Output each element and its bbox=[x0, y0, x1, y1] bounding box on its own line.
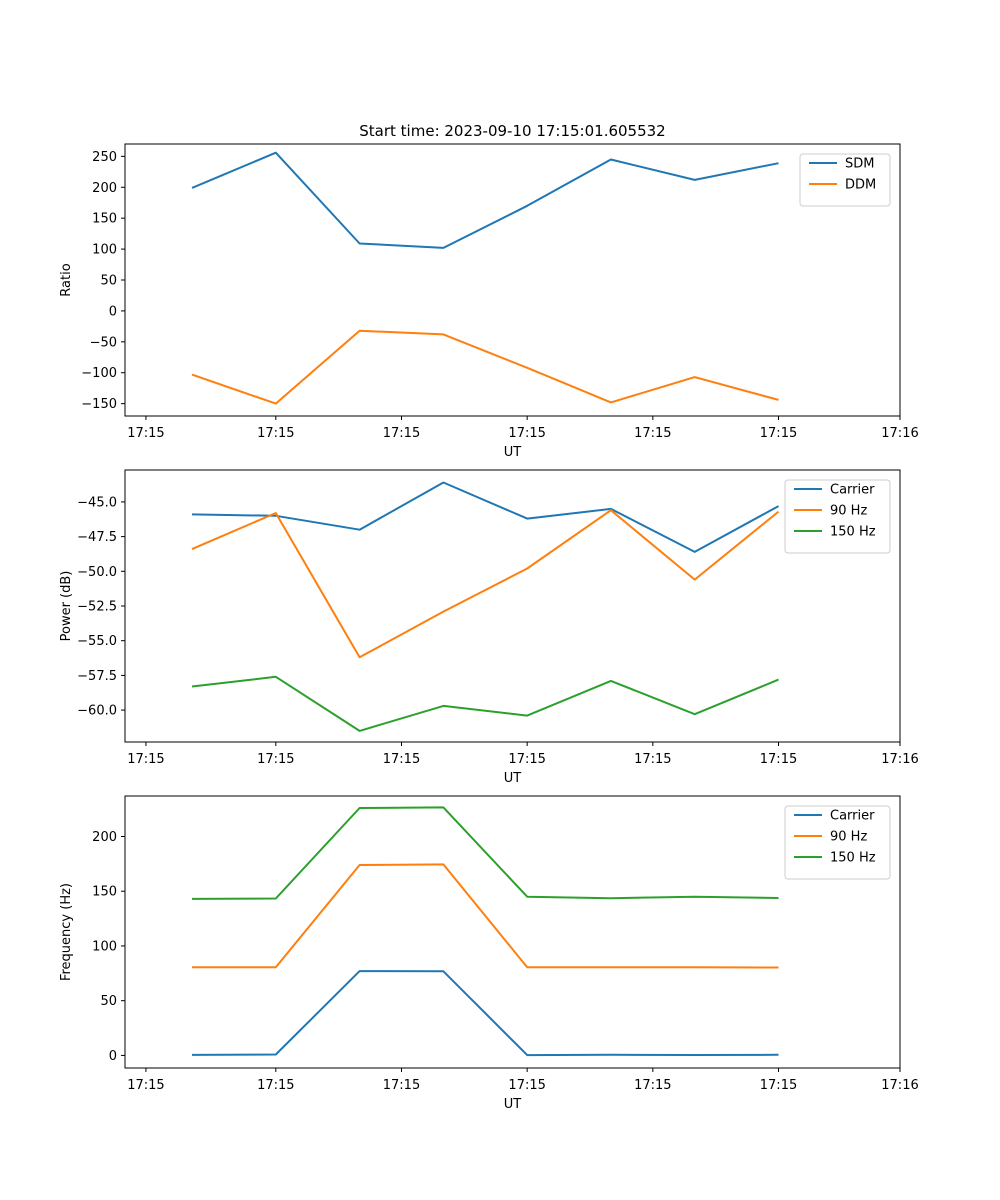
y-tick-label: −150 bbox=[81, 397, 117, 412]
x-tick-label: 17:15 bbox=[257, 1078, 294, 1093]
series-line-150-hz bbox=[191, 806, 779, 900]
y-tick-label: 50 bbox=[100, 994, 117, 1009]
axes-frame bbox=[124, 795, 901, 1069]
legend-label: SDM bbox=[845, 157, 874, 172]
x-tick-label: 17:15 bbox=[634, 1078, 671, 1093]
x-tick-label: 17:15 bbox=[760, 1078, 797, 1093]
x-tick-label: 17:15 bbox=[508, 1078, 545, 1093]
y-tick-label: 50 bbox=[100, 274, 117, 289]
x-tick-label: 17:15 bbox=[127, 752, 164, 767]
y-tick-label: −50.0 bbox=[77, 565, 117, 580]
series-line-carrier bbox=[191, 481, 779, 553]
x-tick-label: 17:15 bbox=[634, 426, 671, 441]
x-tick-label: 17:15 bbox=[634, 752, 671, 767]
y-tick-label: 250 bbox=[92, 150, 117, 165]
x-axis-label: UT bbox=[504, 445, 522, 460]
x-tick-label: 17:15 bbox=[760, 426, 797, 441]
x-tick-label: 17:16 bbox=[881, 1078, 918, 1093]
x-tick-label: 17:15 bbox=[760, 752, 797, 767]
x-tick-label: 17:16 bbox=[881, 752, 918, 767]
legend-box bbox=[784, 479, 891, 554]
y-tick-label: −47.5 bbox=[77, 530, 117, 545]
power-panel: 17:15 17:15 17:15 17:15 17:15 17:15 17:16 −60.0… bbox=[59, 469, 919, 786]
x-tick-label: 17:16 bbox=[881, 426, 918, 441]
legend-label: 90 Hz bbox=[830, 504, 867, 519]
legend-label: Carrier bbox=[830, 809, 875, 824]
y-tick-label: 150 bbox=[92, 885, 117, 900]
y-tick-label: −52.5 bbox=[77, 600, 117, 615]
legend-box bbox=[784, 805, 891, 880]
y-tick-label: −60.0 bbox=[77, 704, 117, 719]
y-axis-label: Frequency (Hz) bbox=[59, 883, 74, 981]
y-axis-label: Ratio bbox=[59, 263, 74, 296]
axes-frame bbox=[124, 143, 901, 417]
y-tick-label: 200 bbox=[92, 181, 117, 196]
y-tick-label: 200 bbox=[92, 830, 117, 845]
axes-frame bbox=[124, 469, 901, 743]
y-tick-label: −50 bbox=[90, 335, 117, 350]
y-tick-label: 0 bbox=[109, 1049, 117, 1064]
plot-area bbox=[125, 470, 900, 742]
plot-area bbox=[125, 796, 900, 1068]
x-tick-label: 17:15 bbox=[257, 426, 294, 441]
x-axis-label: UT bbox=[504, 1097, 522, 1112]
frequency-panel: 17:15 17:15 17:15 17:15 17:15 17:15 17:16 0 50 10… bbox=[59, 795, 919, 1112]
x-tick-label: 17:15 bbox=[127, 1078, 164, 1093]
series-line-90-hz bbox=[191, 863, 779, 969]
series-line-ddm bbox=[191, 329, 779, 405]
legend-label: DDM bbox=[845, 178, 876, 193]
y-tick-label: 100 bbox=[92, 939, 117, 954]
y-axis-label: Power (dB) bbox=[59, 571, 74, 642]
y-tick-label: −100 bbox=[81, 366, 117, 381]
x-axis-label: UT bbox=[504, 771, 522, 786]
x-tick-label: 17:15 bbox=[383, 426, 420, 441]
series-line-90-hz bbox=[191, 509, 780, 659]
legend-label: 90 Hz bbox=[830, 830, 867, 845]
x-tick-label: 17:15 bbox=[508, 426, 545, 441]
y-tick-label: 0 bbox=[109, 304, 117, 319]
series-line-sdm bbox=[191, 151, 779, 249]
legend-label: Carrier bbox=[830, 483, 875, 498]
series-line-150-hz bbox=[191, 675, 779, 732]
legend-label: 150 Hz bbox=[830, 525, 876, 540]
series-line-carrier bbox=[191, 970, 779, 1057]
y-tick-label: −55.0 bbox=[77, 634, 117, 649]
x-tick-label: 17:15 bbox=[383, 1078, 420, 1093]
y-tick-label: −57.5 bbox=[77, 669, 117, 684]
plot-area bbox=[125, 144, 900, 416]
y-tick-label: 150 bbox=[92, 212, 117, 227]
x-tick-label: 17:15 bbox=[257, 752, 294, 767]
legend-label: 150 Hz bbox=[830, 851, 876, 866]
figure-title: Start time: 2023-09-10 17:15:01.605532 bbox=[359, 122, 665, 140]
x-tick-label: 17:15 bbox=[127, 426, 164, 441]
y-tick-label: 100 bbox=[92, 243, 117, 258]
x-tick-label: 17:15 bbox=[383, 752, 420, 767]
y-tick-label: −45.0 bbox=[77, 495, 117, 510]
legend-box bbox=[799, 153, 891, 207]
ratio-panel: 17:15 17:15 17:15 17:15 17:15 17:15 17:16 −150 −… bbox=[59, 143, 919, 460]
x-tick-label: 17:15 bbox=[508, 752, 545, 767]
